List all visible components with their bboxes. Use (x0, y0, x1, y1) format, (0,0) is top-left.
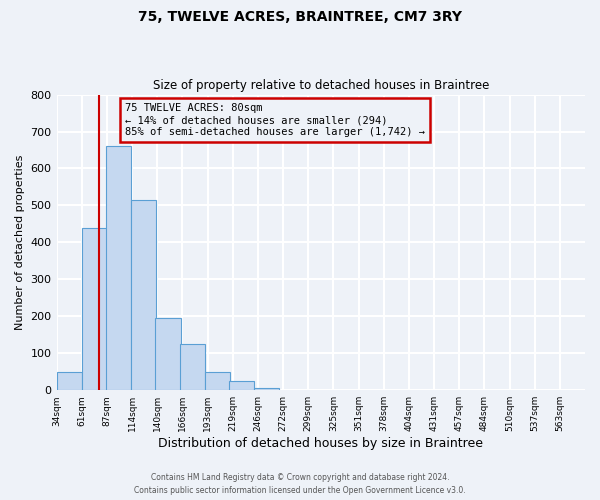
Bar (179, 344, 205, 390)
Bar (131, 200, 156, 390)
Bar (205, 372, 230, 390)
Bar (155, 318, 181, 390)
Bar (56, 372, 82, 390)
Y-axis label: Number of detached properties: Number of detached properties (15, 154, 25, 330)
Text: Contains HM Land Registry data © Crown copyright and database right 2024.
Contai: Contains HM Land Registry data © Crown c… (134, 474, 466, 495)
Bar (254, 388, 279, 390)
Text: 75, TWELVE ACRES, BRAINTREE, CM7 3RY: 75, TWELVE ACRES, BRAINTREE, CM7 3RY (138, 10, 462, 24)
X-axis label: Distribution of detached houses by size in Braintree: Distribution of detached houses by size … (158, 437, 483, 450)
Bar (229, 381, 254, 390)
Text: 75 TWELVE ACRES: 80sqm
← 14% of detached houses are smaller (294)
85% of semi-de: 75 TWELVE ACRES: 80sqm ← 14% of detached… (125, 104, 425, 136)
Title: Size of property relative to detached houses in Braintree: Size of property relative to detached ho… (152, 79, 489, 92)
Bar (106, 146, 131, 390)
Bar (82, 228, 107, 390)
